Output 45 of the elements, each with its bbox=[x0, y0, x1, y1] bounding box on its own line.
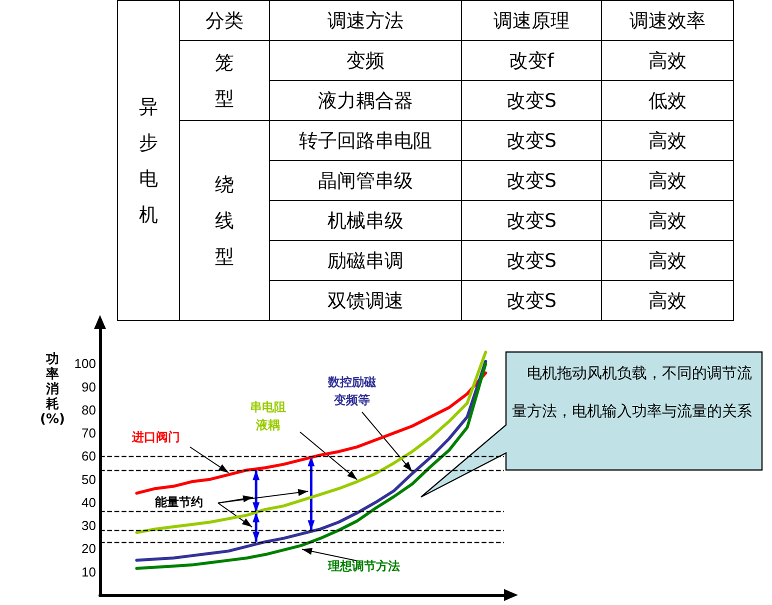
text: 进口阀门 bbox=[132, 429, 180, 446]
text: 高效 bbox=[648, 130, 686, 152]
text: 低效 bbox=[648, 90, 686, 112]
text: 调速效率 bbox=[630, 10, 706, 32]
text: 机械串级 bbox=[328, 210, 404, 232]
text: 调速方法 bbox=[328, 10, 404, 32]
annotation: 能量节约 bbox=[155, 494, 203, 511]
text: 改变S bbox=[506, 210, 557, 232]
y-tick-label: 30 bbox=[82, 518, 96, 534]
text: 数控励磁变频等 bbox=[328, 374, 376, 409]
text: 改变S bbox=[506, 90, 557, 112]
y-tick-label: 100 bbox=[74, 356, 96, 372]
text: 液力耦合器 bbox=[318, 90, 413, 112]
text: 晶闸管串级 bbox=[318, 170, 413, 192]
y-tick-label: 50 bbox=[82, 472, 96, 487]
text: 改变S bbox=[506, 290, 557, 312]
y-tick-label: 60 bbox=[82, 448, 96, 464]
text: 调速原理 bbox=[494, 10, 570, 32]
text: 改变S bbox=[506, 250, 557, 272]
text: 电机拖动风机负载，不同的调节流量方法，电机输入功率与流量的关系 bbox=[512, 364, 752, 420]
y-tick-label: 10 bbox=[82, 564, 96, 580]
y-axis-title: 功率消耗(%) bbox=[40, 352, 65, 427]
text: 改变S bbox=[506, 130, 557, 152]
text: 串电阻液耦 bbox=[250, 399, 286, 434]
text: 变频 bbox=[346, 50, 384, 72]
y-tick-label: 40 bbox=[82, 494, 96, 510]
text: 笼型 bbox=[215, 50, 234, 112]
text: 异步电机 bbox=[139, 94, 158, 228]
text: 双馈调速 bbox=[328, 290, 404, 312]
text: 高效 bbox=[648, 250, 686, 272]
text: 高效 bbox=[648, 290, 686, 312]
y-tick-label: 20 bbox=[82, 541, 96, 556]
y-tick-label: 80 bbox=[82, 402, 96, 418]
y-tick-label: 70 bbox=[82, 426, 96, 441]
text: 改变S bbox=[506, 170, 557, 192]
text: 高效 bbox=[648, 170, 686, 192]
text: 转子回路串电阻 bbox=[299, 130, 432, 152]
text: 分类 bbox=[206, 10, 244, 32]
text: 高效 bbox=[648, 210, 686, 232]
text: 励磁串调 bbox=[328, 250, 404, 272]
text: 改变f bbox=[509, 50, 554, 72]
series-label: 理想调节方法 bbox=[328, 558, 400, 575]
text: 高效 bbox=[648, 50, 686, 72]
y-tick-label: 90 bbox=[82, 379, 96, 394]
text: 绕线型 bbox=[215, 172, 234, 270]
